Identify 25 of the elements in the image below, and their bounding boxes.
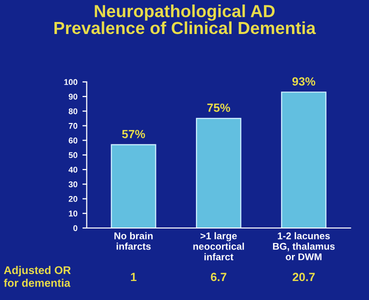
y-tick-label: 20: [68, 196, 78, 202]
y-tick-label: 0: [73, 225, 78, 232]
text: 20.7: [292, 272, 315, 282]
x-tick-label: 1-2 lacunes BG, thalamus or DWM: [273, 232, 335, 260]
y-tick-label: 30: [68, 181, 78, 188]
y-tick-label: 70: [68, 122, 78, 129]
text: 6.7: [210, 272, 226, 282]
data-label: 57%: [122, 130, 146, 138]
bar: [110, 144, 156, 228]
x-tick-label: >1 large neocortical infarct: [193, 232, 244, 260]
y-tick-label: 40: [68, 166, 78, 173]
y-tick-label: 60: [68, 138, 78, 144]
x-tick-label: No brain infarcts: [114, 232, 153, 250]
bar: [281, 92, 326, 228]
bar: [196, 118, 242, 228]
y-tick-label: 50: [68, 152, 78, 158]
data-label: 75%: [207, 104, 230, 112]
y-tick-label: 10: [68, 210, 78, 216]
y-tick-label: 100: [64, 79, 78, 85]
text: 1: [130, 272, 136, 282]
text: Adjusted OR for dementia: [4, 266, 71, 287]
y-tick-label: 80: [68, 108, 78, 114]
data-label: 93%: [292, 77, 316, 86]
y-tick-label: 90: [68, 94, 78, 100]
chart-title: Neuropathological AD Prevalence of Clinical Dementia: [54, 4, 316, 34]
